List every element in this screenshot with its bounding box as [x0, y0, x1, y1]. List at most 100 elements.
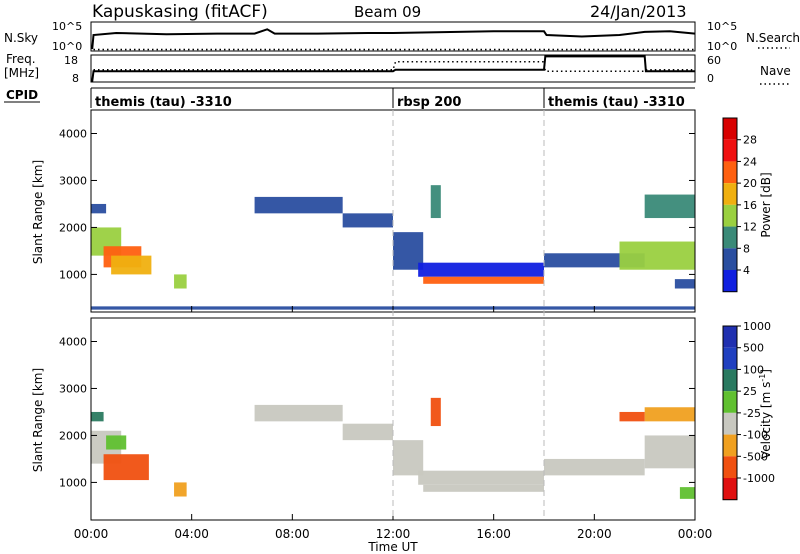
station-title: Kapuskasing (fitACF) — [92, 2, 268, 22]
colorbar-tick-label: 500 — [743, 342, 764, 355]
colorbar-tick-label: 16 — [743, 199, 757, 212]
frequency-left-tick-bottom: 8 — [72, 72, 79, 85]
velocity-panel: 1000 2000 3000 4000 00:00 04:00 08:00 12:00 16:0… — [31, 317, 775, 554]
x-tick-label: 04:00 — [174, 527, 209, 541]
frequency-panel: Freq. [MHz] 18 8 60 0 Nave — [4, 52, 791, 85]
velocity-ylabel: Slant Range [km] — [31, 368, 45, 472]
x-tick-label: 16:00 — [476, 527, 511, 541]
date-title: 24/Jan/2013 — [590, 2, 687, 21]
colorbar-swatch — [723, 412, 737, 435]
colorbar-tick-label: 20 — [743, 177, 757, 190]
colorbar-swatch — [723, 434, 737, 457]
colorbar-swatch — [723, 161, 737, 184]
cpid-segment-label: rbsp 200 — [397, 95, 461, 110]
colorbar-swatch — [723, 248, 737, 271]
colorbar-tick-label: -100 — [743, 429, 768, 442]
colorbar-tick-label: 25 — [743, 385, 757, 398]
colorbar-swatch — [723, 183, 737, 205]
data-region — [644, 435, 695, 469]
noise-panel-frame — [90, 21, 696, 52]
colorbar-swatch — [723, 139, 737, 162]
velocity-colorbar-label-sup: -1 — [758, 374, 767, 382]
data-region — [423, 276, 544, 284]
data-region — [430, 185, 441, 219]
beam-title: Beam 09 — [354, 3, 421, 21]
x-tick-label: 00:00 — [74, 527, 109, 541]
data-region — [91, 411, 104, 422]
data-region — [619, 241, 695, 270]
data-region — [674, 279, 695, 289]
x-tick-label: 12:00 — [376, 527, 411, 541]
cpid-label: CPID — [6, 88, 38, 102]
data-region — [111, 255, 152, 275]
colorbar-tick-label: 24 — [743, 155, 757, 168]
nave-right-tick-top: 60 — [707, 54, 721, 67]
colorbar-tick-label: 12 — [743, 221, 757, 234]
x-tick-label: 20:00 — [577, 527, 612, 541]
data-region — [418, 470, 544, 485]
data-region — [254, 196, 343, 214]
colorbar-swatch — [723, 347, 737, 370]
cpid-segment-label: themis (tau) -3310 — [95, 95, 232, 110]
y-tick-label: 1000 — [59, 476, 87, 489]
y-tick-label: 3000 — [59, 174, 87, 187]
cpid-panel: CPID themis (tau) -3310 rbsp 200 themis (t… — [4, 87, 695, 110]
colorbar-swatch — [723, 456, 737, 479]
colorbar-swatch — [723, 369, 737, 392]
colorbar-swatch — [723, 391, 737, 413]
frequency-left-label: Freq. — [6, 52, 36, 66]
noise-right-tick-top: 10^5 — [707, 20, 737, 33]
y-tick-label: 2000 — [59, 221, 87, 234]
y-tick-label: 1000 — [59, 268, 87, 281]
colorbar-tick-label: -25 — [743, 407, 761, 420]
data-region — [644, 407, 695, 422]
frequency-left-tick-top: 18 — [64, 54, 78, 67]
frequency-panel-frame — [90, 54, 696, 83]
velocity-axes: 1000 2000 3000 4000 00:00 04:00 08:00 12:00 16:0… — [59, 335, 712, 541]
nave-right-tick-bottom: 0 — [707, 72, 714, 85]
noise-left-tick-bottom: 10^0 — [52, 40, 82, 53]
data-region — [91, 203, 107, 214]
data-region — [174, 274, 187, 289]
colorbar-tick-label: 4 — [743, 264, 750, 277]
noise-left-tick-top: 10^5 — [52, 20, 82, 33]
colorbar-tick-label: 1000 — [743, 320, 771, 333]
noise-left-label: N.Sky — [4, 31, 38, 45]
y-tick-label: 2000 — [59, 429, 87, 442]
noise-panel: N.Sky 10^5 10^0 10^5 10^0 N.Search — [4, 20, 800, 53]
colorbar-tick-label: 8 — [743, 242, 750, 255]
power-colorbar: 4 8 12 16 20 24 28 — [722, 117, 757, 293]
y-tick-label: 4000 — [59, 127, 87, 140]
colorbar-tick-label: 28 — [743, 134, 757, 147]
colorbar-swatch — [723, 204, 737, 227]
colorbar-tick-label: -500 — [743, 450, 768, 463]
y-tick-label: 4000 — [59, 335, 87, 348]
x-tick-label: 08:00 — [275, 527, 310, 541]
colorbar-swatch — [723, 118, 737, 140]
data-region — [679, 487, 695, 499]
noise-sky-line — [91, 28, 696, 50]
colorbar-swatch — [723, 478, 737, 500]
data-region — [430, 397, 441, 427]
velocity-colorbar-label-end: ] — [759, 369, 773, 374]
time-axis-label: Time UT — [367, 540, 418, 554]
nave-right-label: Nave — [760, 64, 791, 78]
colorbar-swatch — [723, 270, 737, 292]
data-region — [254, 404, 343, 422]
noise-right-label: N.Search — [746, 31, 800, 45]
data-region — [418, 262, 544, 277]
velocity-colorbar: -1000 -500 -100 -25 25 100 500 1000 — [722, 320, 775, 501]
data-region — [342, 423, 393, 441]
cpid-divider-lines — [392, 110, 545, 520]
data-region — [544, 458, 645, 476]
colorbar-swatch — [723, 226, 737, 249]
colorbar-tick-label: -1000 — [743, 472, 775, 485]
velocity-colorbar-label-main: Velocity [m s — [759, 382, 773, 459]
power-data-regions — [91, 185, 695, 310]
power-panel: 1000 2000 3000 4000 Slant Range [km] 4 8 12 16… — [31, 109, 773, 313]
data-region — [342, 213, 393, 228]
colorbar-swatch — [723, 326, 737, 348]
noise-right-tick-bottom: 10^0 — [707, 40, 737, 53]
data-region — [103, 454, 149, 481]
